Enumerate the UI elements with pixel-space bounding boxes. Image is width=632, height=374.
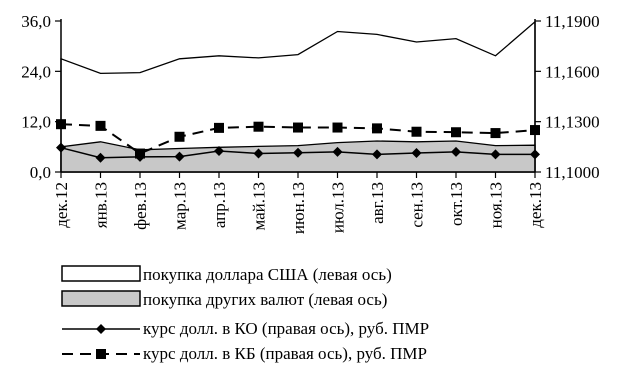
right-tick-label: 11,1900 xyxy=(545,12,600,31)
diamond-marker xyxy=(530,149,540,160)
diamond-marker xyxy=(372,149,382,160)
right-axis-ticks: 11,1000 11,1300 11,1600 11,1900 xyxy=(535,12,600,182)
diamond-marker xyxy=(293,147,303,158)
category-label: мар.13 xyxy=(171,182,190,230)
diamond-marker xyxy=(253,148,264,159)
legend-item-rate-kb: курс долл. в КБ (правая ось), руб. ПМР xyxy=(62,344,427,363)
category-label: апр.13 xyxy=(210,182,229,228)
category-label: янв.13 xyxy=(92,182,111,228)
square-marker xyxy=(214,122,224,133)
diamond-marker xyxy=(451,146,461,157)
square-marker xyxy=(490,128,501,139)
right-tick-label: 11,1600 xyxy=(545,62,600,81)
diamond-marker xyxy=(490,149,501,160)
legend-item-other-purchase: покупка других валют (левая ось) xyxy=(61,290,387,309)
diamond-marker xyxy=(332,146,343,157)
left-tick-label: 12,0 xyxy=(21,113,51,132)
square-marker xyxy=(411,126,422,137)
category-label: авг.13 xyxy=(368,182,387,224)
diamond-marker xyxy=(214,146,224,157)
diamond-marker xyxy=(411,148,422,159)
legend-diamond-marker xyxy=(96,324,106,334)
category-labels: дек.12 янв.13 фев.13 мар.13 апр.13 май.13 июн.… xyxy=(52,182,545,234)
square-marker xyxy=(135,148,145,159)
square-marker xyxy=(174,131,185,142)
square-marker xyxy=(451,127,461,138)
square-marker xyxy=(293,122,303,133)
category-label: июл.13 xyxy=(329,182,348,233)
square-marker xyxy=(332,122,343,133)
category-label: июн.13 xyxy=(289,182,308,234)
square-marker xyxy=(95,120,106,131)
legend-item-rate-ko: курс долл. в КО (правая ось), руб. ПМР xyxy=(62,319,429,338)
square-marker xyxy=(372,123,382,134)
legend-label: курс долл. в КО (правая ось), руб. ПМР xyxy=(143,319,429,338)
legend-label: курс долл. в КБ (правая ось), руб. ПМР xyxy=(143,344,427,363)
left-tick-label: 0,0 xyxy=(30,163,51,182)
category-label: дек.12 xyxy=(52,182,71,228)
square-marker xyxy=(56,119,66,130)
category-label: дек.13 xyxy=(526,182,545,228)
diamond-marker xyxy=(56,142,66,153)
square-marker xyxy=(253,121,264,132)
legend-swatch-gray-area xyxy=(61,290,141,307)
legend-label: покупка других валют (левая ось) xyxy=(143,290,387,309)
diamond-marker xyxy=(174,151,185,162)
category-label: окт.13 xyxy=(447,182,466,226)
legend-item-usd-purchase: покупка доллара США (левая ось) xyxy=(61,265,392,284)
right-tick-label: 11,1000 xyxy=(545,163,600,182)
category-label: ноя.13 xyxy=(487,182,506,228)
legend-label: покупка доллара США (левая ось) xyxy=(143,265,392,284)
line-layer xyxy=(56,119,540,163)
legend-square-marker xyxy=(96,349,106,359)
category-label: фев.13 xyxy=(131,182,150,230)
legend: покупка доллара США (левая ось) покупка … xyxy=(61,265,429,363)
left-tick-label: 36,0 xyxy=(21,12,51,31)
legend-swatch-white-area xyxy=(61,265,141,282)
left-tick-label: 24,0 xyxy=(21,62,51,81)
right-tick-label: 11,1300 xyxy=(545,113,600,132)
category-label: май.13 xyxy=(250,182,269,231)
left-axis-ticks: 0,0 12,0 24,0 36,0 xyxy=(21,12,61,182)
square-marker xyxy=(530,125,540,136)
diamond-marker xyxy=(95,152,106,163)
category-label: сен.13 xyxy=(408,182,427,228)
